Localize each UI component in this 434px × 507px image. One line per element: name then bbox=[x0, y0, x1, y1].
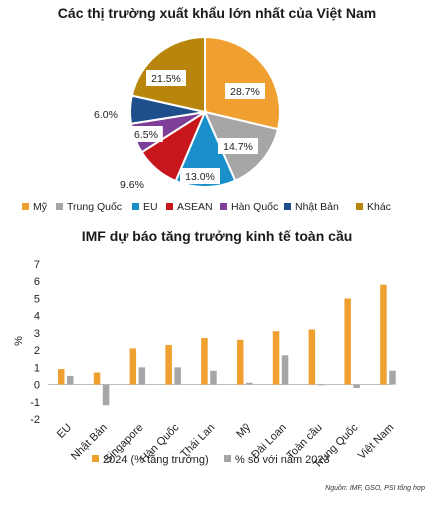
bar-growth-5 bbox=[237, 339, 244, 385]
pie-labels: 28.7% 14.7% 13.0% 9.6% 6.5% 6.0% 21.5% bbox=[89, 70, 265, 192]
bar-growth-3 bbox=[165, 344, 172, 385]
pie-legend-swatch bbox=[56, 203, 63, 210]
pie-legend-swatch bbox=[132, 203, 139, 210]
bar-change-1 bbox=[102, 384, 110, 406]
y-tick-label: 2 bbox=[34, 345, 40, 357]
source-note: Nguồn: IMF, GSO, PSI tổng hợp bbox=[325, 483, 425, 492]
pie-data-label: 9.6% bbox=[120, 179, 144, 191]
pie-label-box bbox=[115, 176, 149, 192]
pie-data-label: 13.0% bbox=[185, 171, 215, 183]
y-tick-label: 3 bbox=[34, 328, 40, 340]
pie-chart bbox=[129, 35, 281, 188]
y-tick-label: 1 bbox=[34, 362, 40, 374]
bar-change-3 bbox=[174, 367, 181, 385]
bar-ylabel: % bbox=[13, 336, 25, 346]
pie-data-label: 6.5% bbox=[134, 129, 158, 141]
y-tick-label: 0 bbox=[34, 380, 40, 392]
pie-title: Các thị trường xuất khẩu lớn nhất của Vi… bbox=[58, 5, 376, 21]
pie-data-label: 21.5% bbox=[151, 73, 181, 85]
y-tick-label: 4 bbox=[34, 311, 40, 323]
pie-label-box bbox=[129, 126, 163, 142]
bar-change-8 bbox=[353, 384, 360, 388]
pie-legend-label: Khác bbox=[367, 201, 391, 213]
bar-growth-6 bbox=[272, 331, 280, 385]
pie-data-label: 6.0% bbox=[94, 109, 118, 121]
bar-growth-9 bbox=[380, 284, 387, 385]
bar-change-2 bbox=[138, 367, 146, 385]
x-tick-label: EU bbox=[55, 422, 74, 441]
pie-legend-swatch bbox=[356, 203, 363, 210]
pie-label-box bbox=[89, 106, 123, 122]
bar-axis: -2 -1 0 1 2 3 4 5 6 7 bbox=[30, 259, 392, 426]
bar-change-6 bbox=[281, 355, 289, 385]
pie-legend-label: EU bbox=[143, 201, 158, 213]
pie-legend-label: Hàn Quốc bbox=[231, 201, 278, 213]
bar-legend-swatch bbox=[224, 455, 231, 462]
bar-growth-8 bbox=[344, 298, 351, 385]
y-tick-label: -2 bbox=[30, 414, 40, 426]
bar-growth-4 bbox=[201, 338, 208, 385]
pie-data-label: 28.7% bbox=[230, 86, 260, 98]
pie-label-box bbox=[225, 83, 265, 99]
pie-label-box bbox=[218, 138, 258, 154]
bar-growth-2 bbox=[129, 348, 137, 385]
y-tick-label: 5 bbox=[34, 293, 40, 305]
bar-chart bbox=[58, 284, 396, 406]
x-tick-label: Việt Nam bbox=[356, 422, 396, 462]
y-tick-label: -1 bbox=[30, 397, 40, 409]
pie-legend-label: Nhật Bản bbox=[295, 201, 339, 213]
pie-legend: Mỹ Trung Quốc EU ASEAN Hàn Quốc Nhật Bản Khác bbox=[22, 201, 391, 213]
bar-change-5 bbox=[246, 382, 253, 385]
bar-change-9 bbox=[389, 370, 396, 385]
pie-legend-swatch bbox=[220, 203, 227, 210]
bar-growth-1 bbox=[93, 372, 101, 385]
bar-legend: 2024 (% tăng trưởng) % so với năm 2023 bbox=[92, 454, 330, 466]
x-tick-label: Mỹ bbox=[234, 421, 253, 440]
bar-growth-7 bbox=[308, 329, 316, 385]
pie-legend-label: Mỹ bbox=[33, 201, 48, 213]
bar-title: IMF dự báo tăng trưởng kinh tế toàn cầu bbox=[82, 228, 353, 244]
bar-legend-swatch bbox=[92, 455, 99, 462]
bar-change-4 bbox=[210, 370, 217, 385]
y-tick-label: 7 bbox=[34, 259, 40, 271]
pie-data-label: 14.7% bbox=[223, 141, 253, 153]
bar-growth-0 bbox=[58, 369, 65, 385]
bar-legend-label: % so với năm 2023 bbox=[235, 454, 330, 466]
pie-label-box bbox=[180, 168, 220, 184]
bar-legend-label: 2024 (% tăng trưởng) bbox=[103, 454, 209, 466]
pie-legend-label: ASEAN bbox=[177, 201, 213, 213]
pie-legend-swatch bbox=[284, 203, 291, 210]
pie-legend-swatch bbox=[166, 203, 173, 210]
y-tick-label: 6 bbox=[34, 276, 40, 288]
bar-change-7 bbox=[317, 384, 325, 386]
bar-change-0 bbox=[67, 375, 74, 385]
pie-legend-swatch bbox=[22, 203, 29, 210]
pie-label-box bbox=[146, 70, 186, 86]
pie-legend-label: Trung Quốc bbox=[67, 201, 122, 213]
